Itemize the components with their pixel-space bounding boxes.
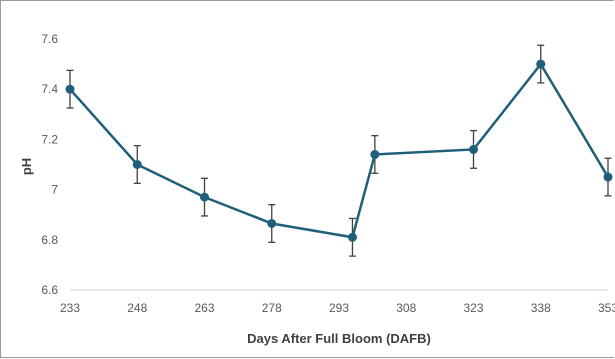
data-point: [267, 218, 277, 228]
x-tick-label: 248: [127, 301, 147, 315]
y-tick-label: 7.2: [41, 132, 58, 146]
data-point: [469, 144, 478, 154]
data-point: [200, 192, 209, 202]
data-point: [536, 59, 546, 69]
x-tick-label: 308: [396, 301, 416, 315]
data-point: [603, 172, 613, 182]
y-tick-label: 6.8: [41, 233, 58, 247]
x-tick-label: 233: [60, 301, 80, 315]
series-line: [69, 61, 610, 239]
y-tick-label: 7.6: [41, 32, 58, 46]
x-tick-labels: 233 248 263 278 293 308 323 338 353: [60, 301, 615, 315]
y-tick-label: 7.4: [41, 82, 58, 96]
data-point: [65, 84, 75, 94]
y-tick-labels: 6.6 6.8 7 7.2 7.4 7.6: [41, 32, 58, 297]
data-point: [347, 232, 357, 242]
x-tick-label: 323: [463, 301, 483, 315]
x-tick-label: 263: [194, 301, 214, 315]
data-points: [65, 59, 613, 242]
x-tick-label: 338: [531, 301, 551, 315]
data-point: [132, 160, 142, 169]
x-axis-title: Days After Full Bloom (DAFB): [247, 331, 431, 346]
x-tick-label: 293: [329, 301, 349, 315]
y-tick-label: 7: [51, 183, 58, 197]
y-axis-title: pH: [19, 158, 34, 175]
x-tick-label: 278: [262, 301, 282, 315]
data-point: [370, 149, 380, 159]
x-tick-label: 353: [598, 301, 615, 315]
y-tick-label: 6.6: [41, 283, 58, 297]
